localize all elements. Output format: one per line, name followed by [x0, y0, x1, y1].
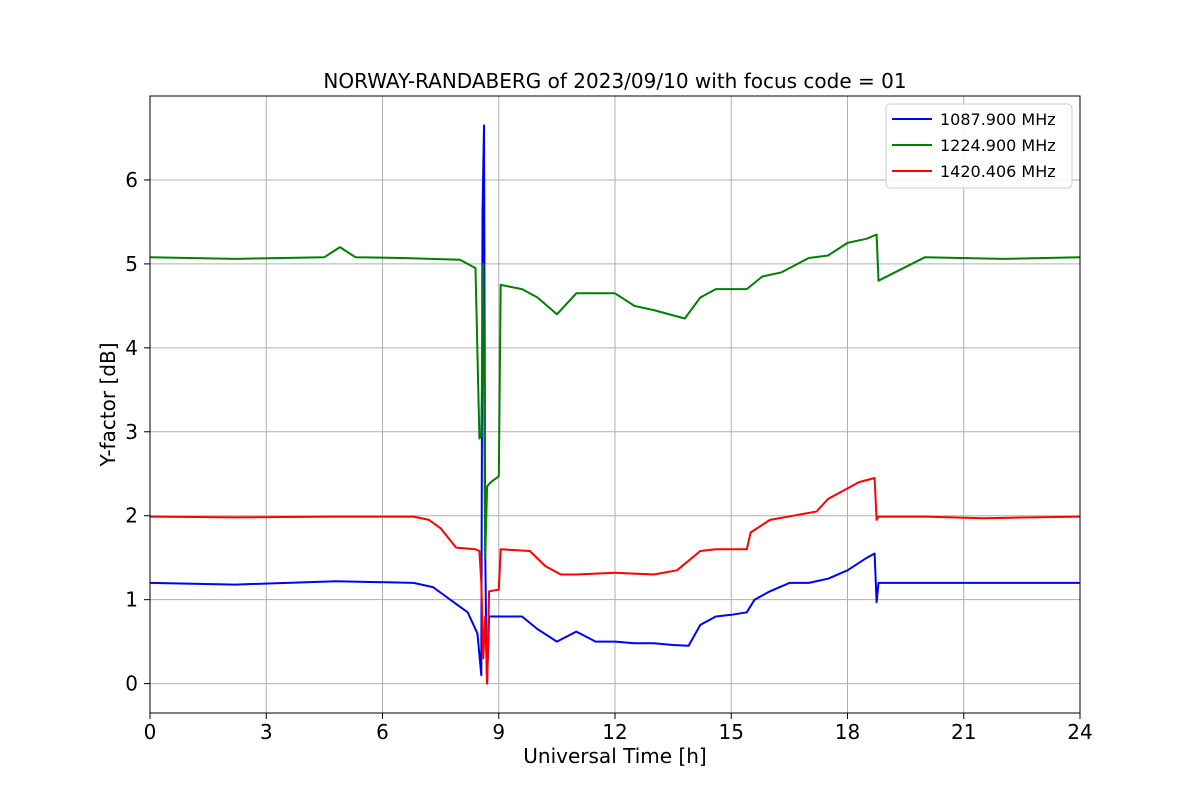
y-tick-label: 3	[125, 420, 138, 444]
legend: 1087.900 MHz 1224.900 MHz 1420.406 MHz	[885, 103, 1073, 189]
legend-label: 1224.900 MHz	[940, 136, 1056, 155]
x-tick-label: 9	[492, 720, 505, 744]
x-tick-label: 21	[951, 720, 976, 744]
legend-label: 1420.406 MHz	[940, 162, 1056, 181]
legend-box	[885, 103, 1073, 189]
y-tick-label: 2	[125, 504, 138, 528]
series-line-1	[149, 233, 1081, 559]
series-lines	[149, 124, 1081, 685]
x-axis-ticks: 0 3 6 9 12 15 18 21 24	[144, 713, 1093, 744]
y-axis-ticks: 0 1 2 3 4 5 6	[125, 168, 150, 696]
x-tick-label: 24	[1067, 720, 1092, 744]
x-tick-label: 3	[260, 720, 273, 744]
grid-lines	[149, 96, 1081, 713]
y-axis-label: Y-factor [dB]	[96, 342, 120, 467]
chart-title: NORWAY-RANDABERG of 2023/09/10 with focu…	[323, 69, 906, 93]
y-tick-label: 6	[125, 168, 138, 192]
y-tick-label: 1	[125, 588, 138, 612]
y-tick-label: 5	[125, 252, 138, 276]
x-tick-label: 18	[835, 720, 860, 744]
series-line-0	[149, 124, 1080, 685]
series-line-2	[149, 477, 1081, 685]
x-axis-label: Universal Time [h]	[523, 744, 706, 768]
legend-label: 1087.900 MHz	[940, 110, 1056, 129]
x-tick-label: 15	[719, 720, 744, 744]
x-tick-label: 0	[144, 720, 157, 744]
x-tick-label: 12	[602, 720, 627, 744]
y-tick-label: 4	[125, 336, 138, 360]
y-tick-label: 0	[125, 672, 138, 696]
x-tick-label: 6	[376, 720, 389, 744]
